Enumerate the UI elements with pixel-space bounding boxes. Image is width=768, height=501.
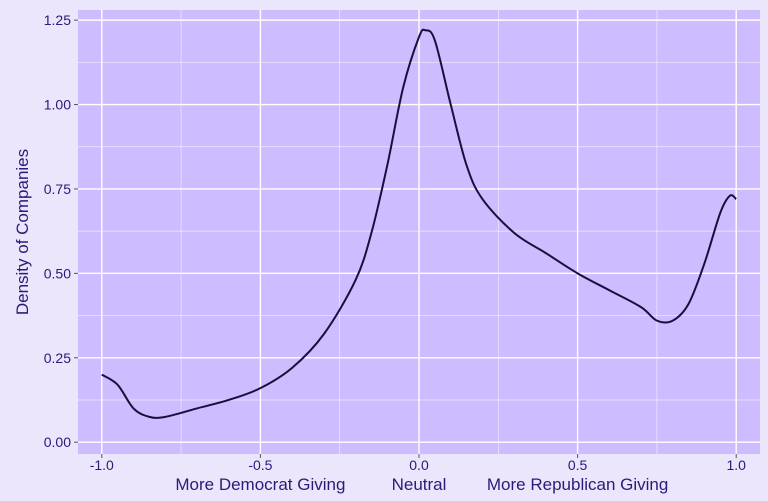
grid-major: [78, 10, 760, 454]
x-category-label: More Democrat Giving: [175, 475, 345, 494]
x-category-labels: More Democrat Giving Neutral More Republic…: [175, 475, 668, 494]
x-tick-label: -1.0: [90, 457, 114, 473]
x-category-label: Neutral: [392, 475, 447, 494]
x-tick-label: 0.0: [409, 457, 429, 473]
y-tick-label: 0.75: [44, 181, 71, 197]
y-tick-label: 0.50: [44, 265, 71, 281]
y-tick-label: 0.00: [44, 434, 71, 450]
x-category-label: More Republican Giving: [487, 475, 668, 494]
y-tick-label: 0.25: [44, 350, 71, 366]
x-tick-label: -0.5: [248, 457, 272, 473]
x-axis: -1.0 -0.5 0.0 0.5 1.0: [90, 454, 746, 473]
x-tick-label: 1.0: [726, 457, 746, 473]
density-line: [101, 28, 737, 419]
y-tick-label: 1.25: [44, 12, 71, 28]
x-tick-label: 0.5: [568, 457, 588, 473]
y-axis: 0.00 0.25 0.50 0.75 1.00 1.25: [44, 12, 78, 450]
y-tick-label: 1.00: [44, 97, 71, 113]
y-axis-title: Density of Companies: [13, 149, 32, 315]
